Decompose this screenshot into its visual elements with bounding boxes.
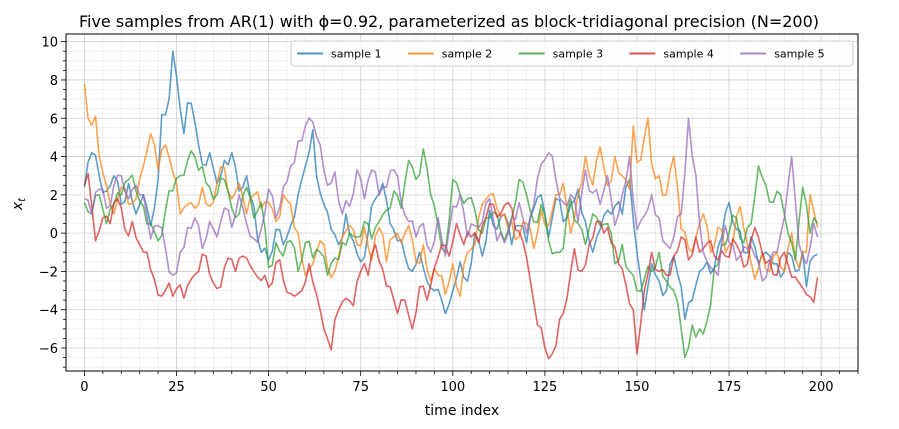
- x-tick-label: 25: [168, 380, 185, 395]
- y-tick-label: 8: [50, 74, 58, 89]
- axis-ticks: 0 25 50 75 100 125 150 175 200 −6 −4 −2 0 2 4 6 8 10: [39, 36, 859, 395]
- series-lines: [83, 50, 819, 360]
- plot-area-frame: [65, 33, 859, 372]
- x-tick-label: 125: [532, 380, 557, 395]
- y-tick-label: 4: [50, 151, 58, 166]
- x-tick-label: 75: [352, 380, 369, 395]
- y-tick-label: 2: [50, 189, 58, 204]
- x-tick-label: 0: [80, 380, 88, 395]
- x-tick-label: 200: [809, 380, 834, 395]
- x-tick-label: 150: [625, 380, 650, 395]
- y-tick-label: −6: [39, 342, 58, 357]
- y-tick-label: −2: [39, 265, 58, 280]
- chart-title: Five samples from AR(1) with ϕ=0.92, par…: [79, 12, 819, 31]
- x-tick-label: 100: [440, 380, 465, 395]
- x-tick-label: 175: [717, 380, 742, 395]
- series-line-5: [84, 117, 819, 282]
- series-line-4: [83, 173, 819, 360]
- y-tick-label: −4: [39, 304, 58, 319]
- y-tick-label: 0: [50, 227, 58, 242]
- x-tick-label: 50: [260, 380, 277, 395]
- y-tick-label: 10: [41, 36, 58, 51]
- legend-label: sample 5: [774, 48, 825, 61]
- x-axis-label: time index: [425, 403, 499, 419]
- legend: sample 1 sample 2 sample 3 sample 4 sample 5: [290, 40, 854, 67]
- legend-label: sample 4: [663, 48, 714, 61]
- legend-label: sample 2: [442, 48, 493, 61]
- legend-label: sample 1: [331, 48, 382, 61]
- series-line-1: [83, 50, 818, 321]
- legend-box: [290, 40, 854, 67]
- y-tick-label: 6: [50, 112, 58, 127]
- legend-label: sample 3: [553, 48, 604, 61]
- series-line-3: [83, 148, 819, 359]
